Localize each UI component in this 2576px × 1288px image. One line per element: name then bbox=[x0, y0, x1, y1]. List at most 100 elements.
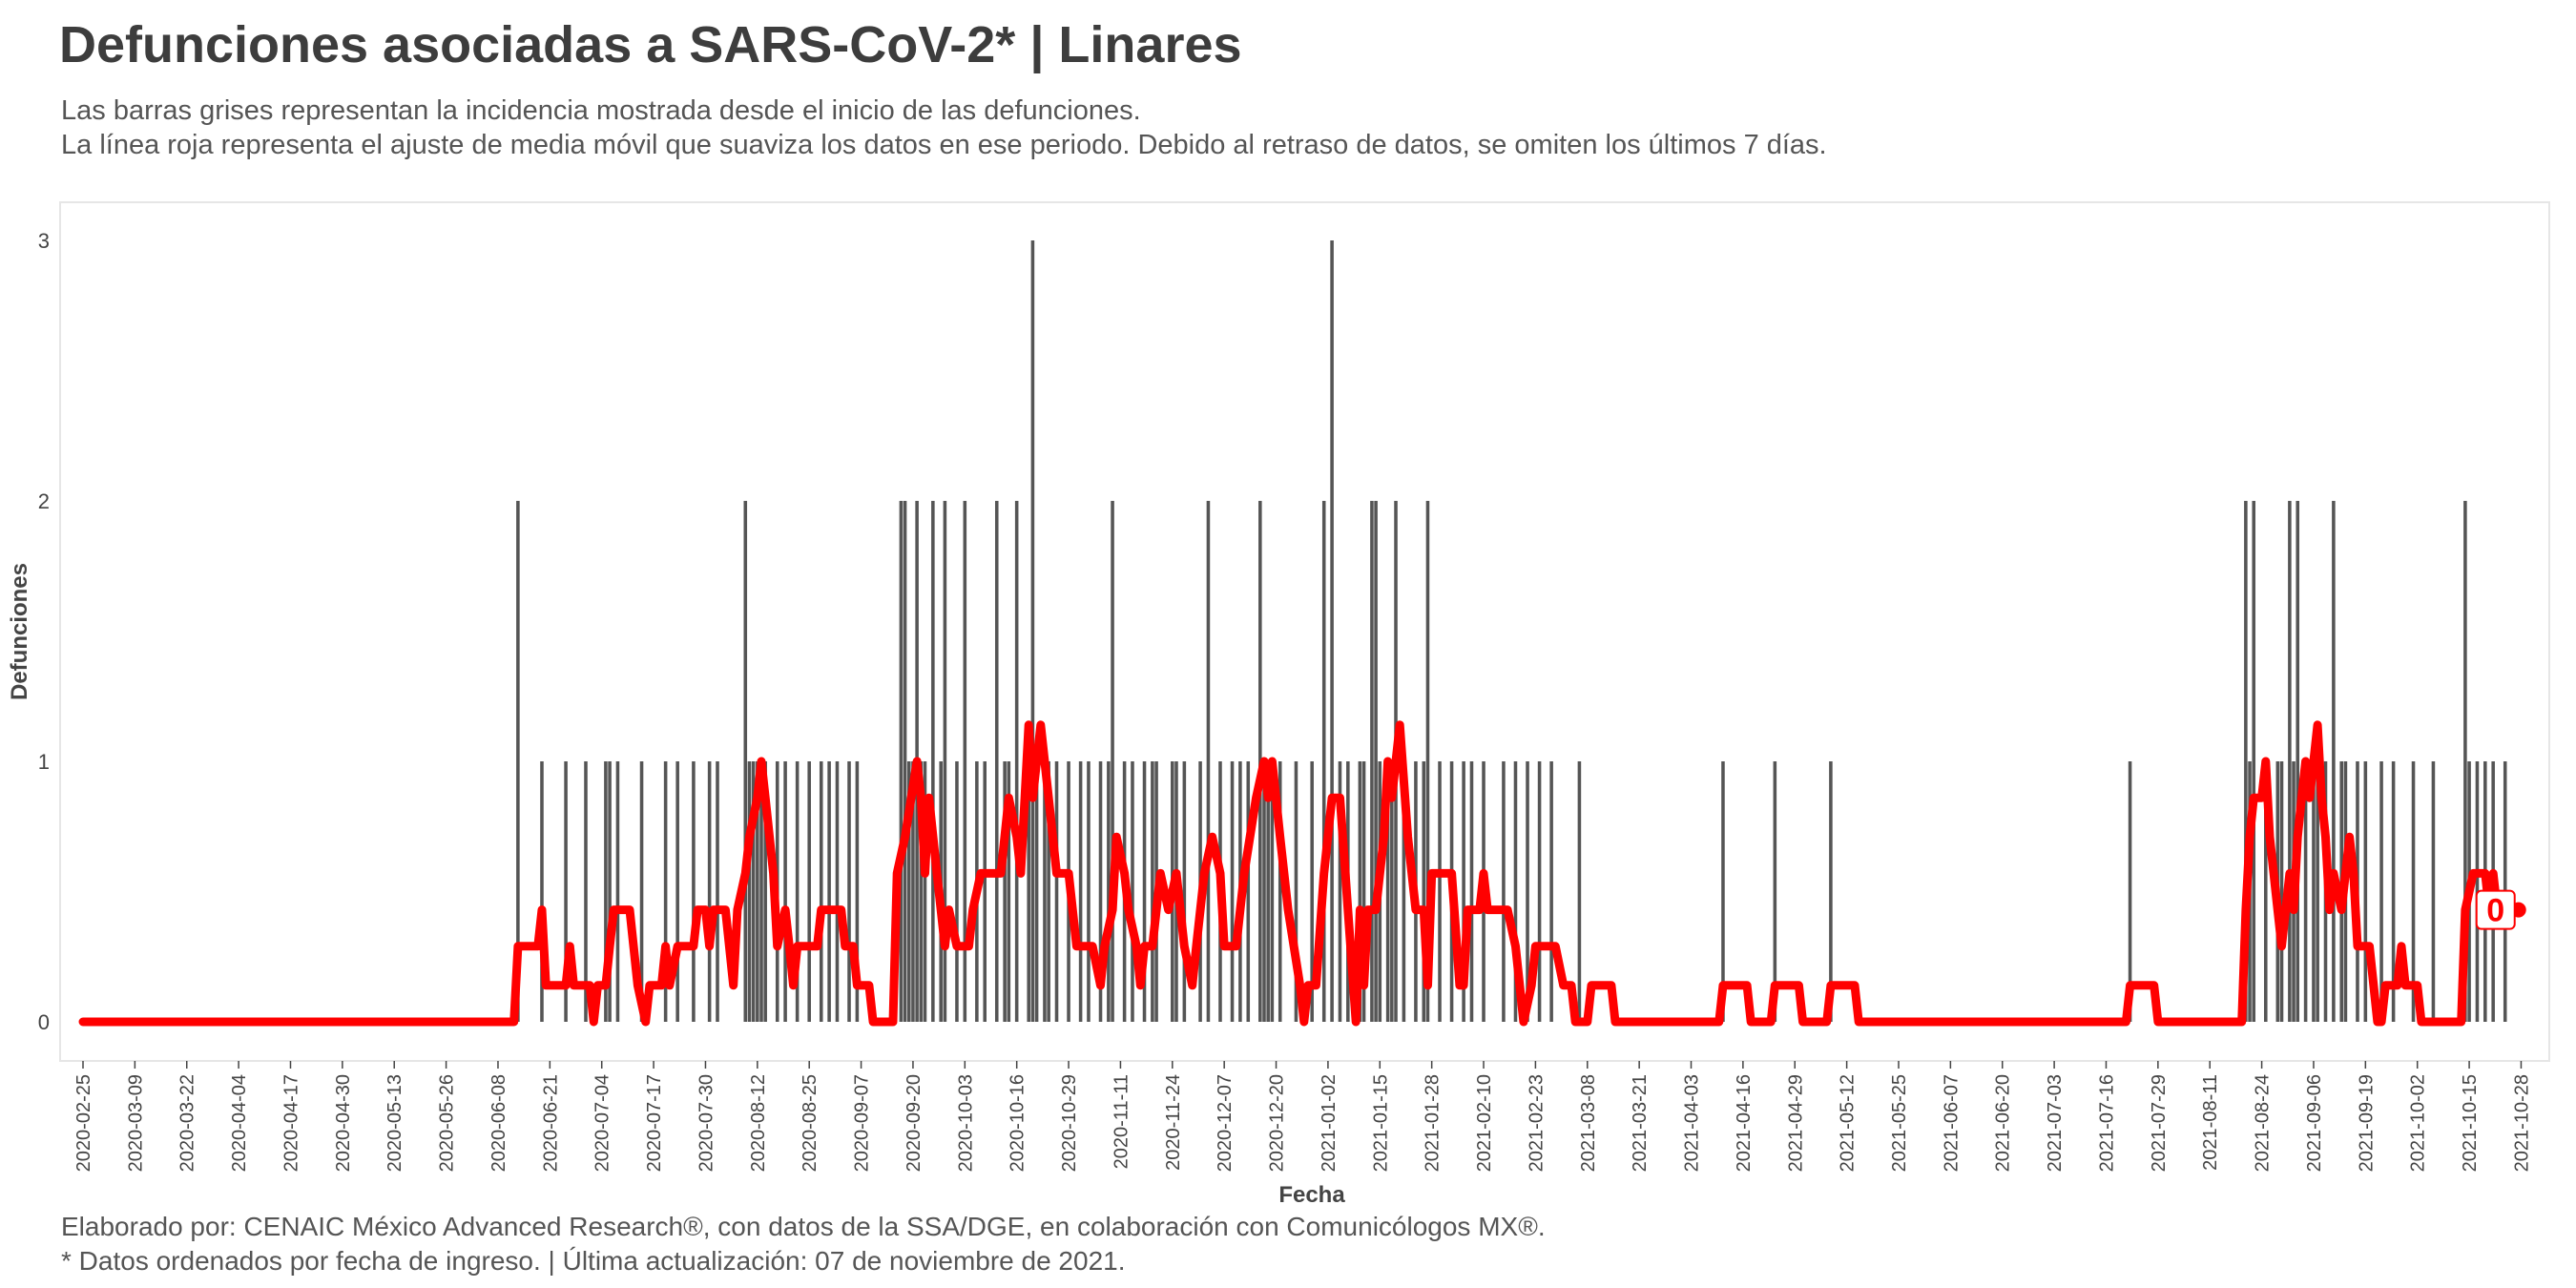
x-tick-label: 2021-06-07 bbox=[1941, 1074, 1962, 1172]
bar bbox=[1107, 761, 1111, 1022]
bar bbox=[1502, 761, 1506, 1022]
x-tick-label: 2021-01-15 bbox=[1370, 1074, 1391, 1172]
x-tick-label: 2021-06-20 bbox=[1993, 1074, 2014, 1172]
chart-caption: Elaborado por: CENAIC México Advanced Re… bbox=[61, 1210, 1546, 1278]
bar bbox=[1206, 501, 1211, 1022]
bar bbox=[1526, 761, 1529, 1022]
y-tick-label: 0 bbox=[38, 1010, 50, 1034]
x-tick-label: 2020-11-11 bbox=[1111, 1074, 1132, 1169]
y-axis: 0 1 2 3 bbox=[38, 229, 50, 1034]
x-tick-label: 2021-04-03 bbox=[1682, 1074, 1703, 1172]
bar bbox=[795, 761, 800, 1022]
bar bbox=[1142, 761, 1147, 1022]
bar bbox=[783, 761, 787, 1022]
x-tick-label: 2020-12-20 bbox=[1267, 1074, 1288, 1172]
x-tick-label: 2020-10-03 bbox=[955, 1074, 976, 1172]
bar bbox=[1330, 240, 1334, 1022]
x-tick-label: 2020-09-07 bbox=[852, 1074, 873, 1172]
bar bbox=[835, 761, 840, 1022]
bar bbox=[1087, 761, 1091, 1022]
chart-title: Defunciones asociadas a SARS-CoV-2* | Li… bbox=[59, 16, 1242, 73]
subtitle-line-2: La línea roja representa el ajuste de me… bbox=[61, 130, 1827, 160]
bar bbox=[2316, 761, 2319, 1022]
y-axis-title: Defunciones bbox=[7, 563, 32, 700]
bar bbox=[919, 761, 924, 1022]
bar bbox=[2244, 501, 2248, 1022]
bar bbox=[2264, 761, 2268, 1022]
bar bbox=[1131, 761, 1134, 1022]
bar bbox=[1151, 761, 1154, 1022]
end-label-box bbox=[2475, 889, 2516, 930]
x-tick-label: 2021-05-12 bbox=[1838, 1074, 1859, 1172]
bar bbox=[1098, 761, 1103, 1022]
bar bbox=[743, 501, 748, 1022]
bar bbox=[763, 761, 767, 1022]
bar bbox=[1385, 761, 1390, 1022]
bar bbox=[1469, 761, 1474, 1022]
bar bbox=[1577, 761, 1582, 1022]
bar bbox=[2279, 761, 2284, 1022]
bar bbox=[827, 761, 831, 1022]
bar bbox=[1425, 501, 1430, 1022]
bar bbox=[807, 761, 811, 1022]
bar bbox=[994, 501, 999, 1022]
x-tick-label: 2021-08-11 bbox=[2200, 1074, 2221, 1171]
bar bbox=[931, 501, 935, 1022]
x-tick-label: 2020-11-24 bbox=[1163, 1074, 1184, 1171]
x-tick-label: 2020-06-08 bbox=[488, 1074, 509, 1172]
bar bbox=[1182, 761, 1187, 1022]
x-tick-label: 2021-07-16 bbox=[2096, 1074, 2117, 1172]
bar bbox=[1829, 761, 1833, 1022]
bar bbox=[1007, 761, 1011, 1022]
bar bbox=[855, 761, 860, 1022]
end-label-group: 0 bbox=[2475, 889, 2526, 930]
x-tick-label: 2020-02-25 bbox=[73, 1074, 94, 1172]
bar bbox=[608, 761, 612, 1022]
bar bbox=[2312, 761, 2316, 1022]
bar bbox=[1358, 761, 1362, 1022]
x-tick-label: 2021-02-10 bbox=[1474, 1074, 1495, 1172]
bar bbox=[1027, 761, 1031, 1022]
bar bbox=[1438, 761, 1442, 1022]
bar bbox=[584, 761, 588, 1022]
end-label: 0 bbox=[2486, 893, 2504, 929]
bar bbox=[983, 761, 987, 1022]
x-tick-label: 2020-05-26 bbox=[437, 1074, 458, 1172]
x-tick-label: 2020-10-16 bbox=[1008, 1074, 1028, 1172]
bar bbox=[2303, 761, 2308, 1022]
bar bbox=[675, 761, 679, 1022]
x-tick-label: 2021-04-16 bbox=[1734, 1074, 1755, 1172]
x-tick-label: 2021-09-06 bbox=[2304, 1074, 2325, 1172]
bar bbox=[2379, 761, 2383, 1022]
bar bbox=[923, 761, 927, 1022]
x-tick-label: 2020-08-12 bbox=[748, 1074, 769, 1172]
y-tick-label: 2 bbox=[38, 489, 50, 513]
bar bbox=[2296, 501, 2300, 1022]
x-tick-label: 2021-05-25 bbox=[1889, 1074, 1910, 1172]
bar bbox=[1773, 761, 1777, 1022]
x-tick-label: 2021-07-03 bbox=[2045, 1074, 2066, 1172]
x-tick-label: 2020-12-07 bbox=[1215, 1074, 1236, 1172]
bar bbox=[615, 761, 620, 1022]
bar bbox=[1246, 761, 1251, 1022]
chart-subtitle: Las barras grises representan la inciden… bbox=[61, 93, 1827, 162]
bar bbox=[1030, 240, 1035, 1022]
bar bbox=[1370, 501, 1374, 1022]
x-tick-label: 2020-09-20 bbox=[904, 1074, 924, 1172]
bar bbox=[1549, 761, 1553, 1022]
x-axis-title: Fecha bbox=[1278, 1182, 1345, 1208]
x-tick-label: 2020-07-30 bbox=[696, 1074, 717, 1172]
bar bbox=[707, 761, 712, 1022]
bar bbox=[2463, 501, 2467, 1022]
x-tick-label: 2020-10-29 bbox=[1059, 1074, 1080, 1172]
bar bbox=[1321, 501, 1326, 1022]
x-tick-label: 2021-08-24 bbox=[2253, 1074, 2274, 1172]
bar bbox=[751, 761, 756, 1022]
bar bbox=[1310, 761, 1314, 1022]
bar bbox=[847, 761, 851, 1022]
bar bbox=[1338, 761, 1342, 1022]
bar bbox=[1111, 501, 1114, 1022]
x-tick-label: 2021-10-15 bbox=[2460, 1074, 2481, 1172]
bar bbox=[1422, 761, 1426, 1022]
bar bbox=[2363, 761, 2368, 1022]
